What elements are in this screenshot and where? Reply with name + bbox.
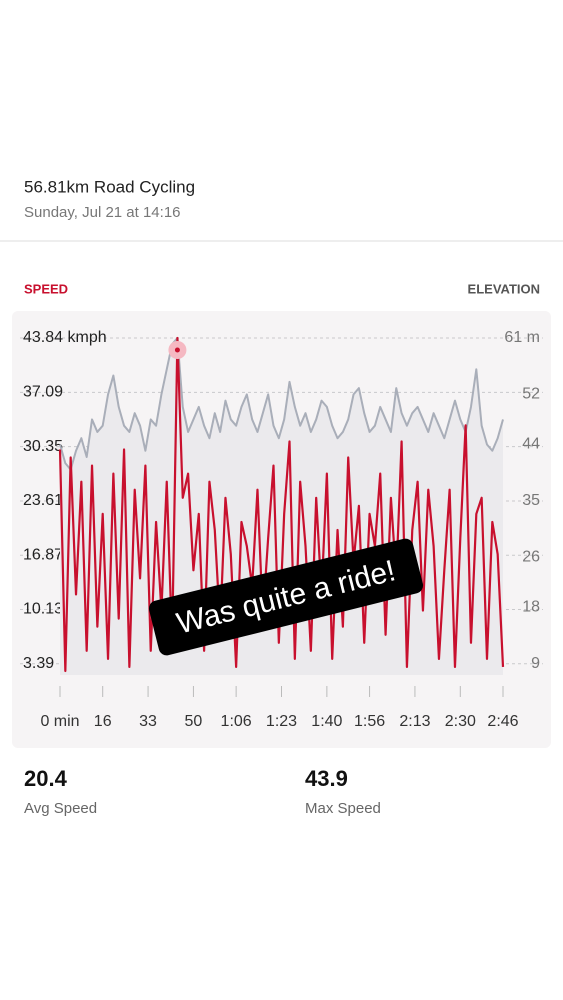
elevation-label[interactable]: ELEVATION <box>468 281 540 296</box>
y-tick-label: 3.39 <box>23 655 54 672</box>
speed-label[interactable]: SPEED <box>24 281 68 296</box>
stat-label: Max Speed <box>305 800 381 817</box>
y-tick-label: 30.35 <box>23 438 63 455</box>
caption-box <box>148 538 424 656</box>
stat-value: 43.9 <box>305 766 348 791</box>
x-tick-label: 1:56 <box>354 713 385 730</box>
y2-tick-label: 18 <box>522 599 540 616</box>
y2-tick-label: 52 <box>522 386 540 403</box>
x-tick-label: 50 <box>185 713 203 730</box>
activity-date: Sunday, Jul 21 at 14:16 <box>24 204 181 221</box>
x-tick-label: 1:40 <box>311 713 342 730</box>
x-tick-label: 1:06 <box>221 713 252 730</box>
elevation-line <box>59 337 504 471</box>
y-tick-label: 16.87 <box>23 546 63 563</box>
x-tick-label: 1:23 <box>266 713 297 730</box>
y-tick-label: 10.13 <box>23 601 63 618</box>
x-tick-label: 33 <box>139 713 157 730</box>
x-tick-label: 2:46 <box>487 713 518 730</box>
y2-tick-label: 26 <box>522 548 540 565</box>
stat-value: 20.4 <box>24 766 68 791</box>
activity-title: 56.81km Road Cycling <box>24 177 195 196</box>
y2-tick-label: 35 <box>522 492 540 509</box>
stat-label: Avg Speed <box>24 800 97 817</box>
x-tick-label: 2:30 <box>445 713 476 730</box>
y2-tick-label: 9 <box>531 655 540 672</box>
y-tick-label: 23.61 <box>23 492 63 509</box>
x-tick-label: 16 <box>94 713 112 730</box>
y-tick-label: 43.84 kmph <box>23 329 107 346</box>
y2-tick-label: 61 m <box>504 329 540 346</box>
y-tick-label: 37.09 <box>23 384 63 401</box>
max-marker <box>174 347 180 353</box>
x-tick-label: 0 min <box>40 713 79 730</box>
x-tick-label: 2:13 <box>399 713 430 730</box>
y2-tick-label: 44 <box>522 436 540 453</box>
